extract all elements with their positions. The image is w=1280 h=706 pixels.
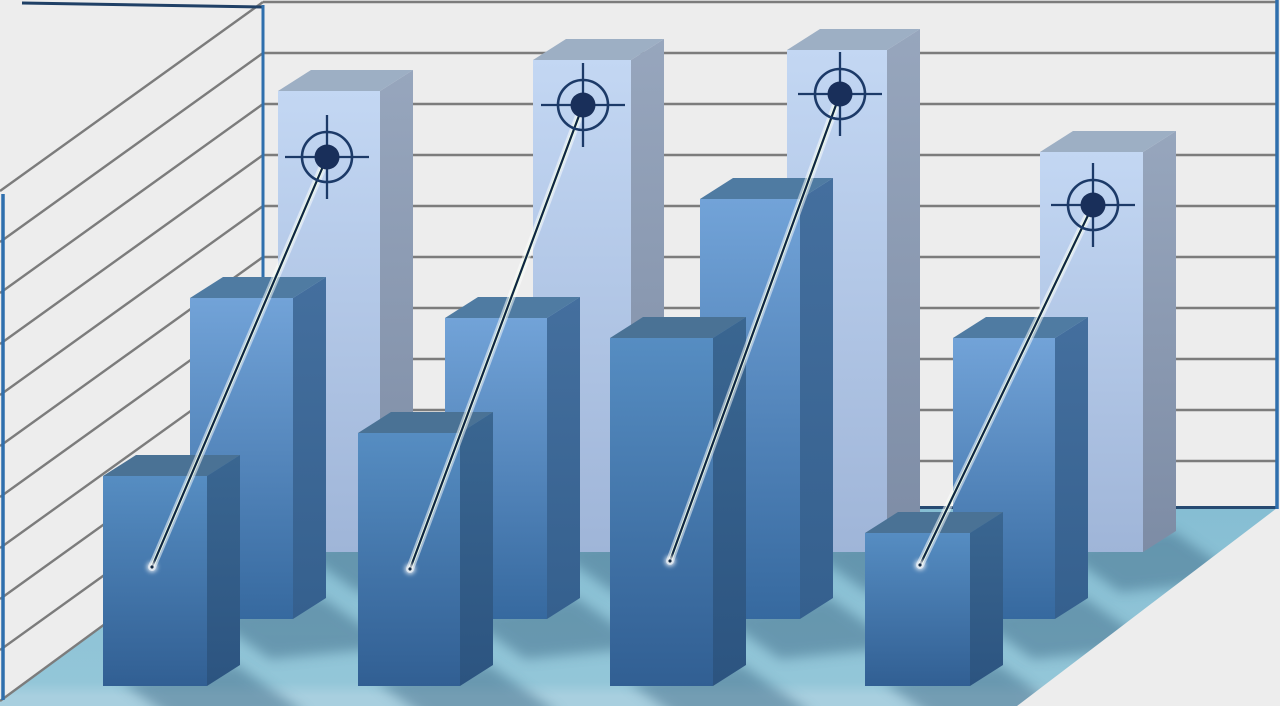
crosshair-target-icon-2 — [541, 63, 625, 147]
wall-gridline-diagonal — [0, 154, 264, 345]
crosshair-target-icon-3 — [798, 52, 882, 136]
laser-line-2 — [405, 101, 587, 574]
bar-top-face — [953, 317, 1088, 338]
crosshair-outer-ring — [300, 130, 354, 184]
top-left-border-line — [21, 1, 264, 9]
laser-line-3 — [665, 90, 844, 566]
laser-tip — [668, 559, 672, 563]
laser-core — [668, 92, 842, 563]
wall-gridline-diagonal — [0, 103, 264, 294]
bar-side-face — [293, 277, 326, 619]
bar-front-3 — [610, 317, 746, 686]
bar-top-face — [103, 455, 240, 476]
bar-side-face — [460, 412, 493, 686]
bar-front-face — [103, 476, 207, 686]
bar-top-face — [865, 512, 1003, 533]
laser-core — [408, 103, 585, 571]
laser-tip — [150, 565, 154, 569]
laser-line-4 — [915, 201, 1097, 570]
crosshair-center-disc — [570, 92, 596, 118]
laser-line-1 — [147, 153, 331, 572]
wall-gridline-diagonal — [0, 1, 264, 192]
laser-tip — [918, 563, 922, 567]
bar-front-1 — [103, 455, 240, 686]
crosshair-outer-ring — [813, 67, 867, 121]
bar-front-face — [865, 533, 970, 686]
bar-side-face — [547, 297, 580, 619]
crosshair-outer-ring — [1066, 178, 1120, 232]
bar-top-face — [610, 317, 746, 338]
bar-top-face — [787, 29, 920, 50]
bar-side-face — [1055, 317, 1088, 619]
wall-gridline-diagonal — [0, 205, 264, 396]
bar-front-4 — [865, 512, 1003, 686]
bar-front-face — [610, 338, 713, 686]
bar-side-face — [887, 29, 920, 552]
crosshair-target-icon-4 — [1051, 163, 1135, 247]
bar-side-face — [970, 512, 1003, 686]
bar-top-face — [278, 70, 413, 91]
crosshair-center-disc — [314, 144, 340, 170]
bar-top-face — [445, 297, 580, 318]
bar-top-face — [190, 277, 326, 298]
laser-core — [150, 155, 329, 569]
crosshair-outer-ring — [556, 78, 610, 132]
bar-top-face — [1040, 131, 1176, 152]
bar-side-face — [1143, 131, 1176, 552]
bar-side-face — [207, 455, 240, 686]
bar-front-2 — [358, 412, 493, 686]
crosshair-center-disc — [827, 81, 853, 107]
crosshair-center-disc — [1080, 192, 1106, 218]
wall-gridline-diagonal — [0, 52, 264, 243]
laser-core — [918, 203, 1095, 567]
laser-tip — [408, 567, 412, 571]
crosshair-target-icon-1 — [285, 115, 369, 199]
bar-top-face — [533, 39, 664, 60]
bar-side-face — [800, 178, 833, 619]
bar-middle-3 — [700, 178, 833, 619]
